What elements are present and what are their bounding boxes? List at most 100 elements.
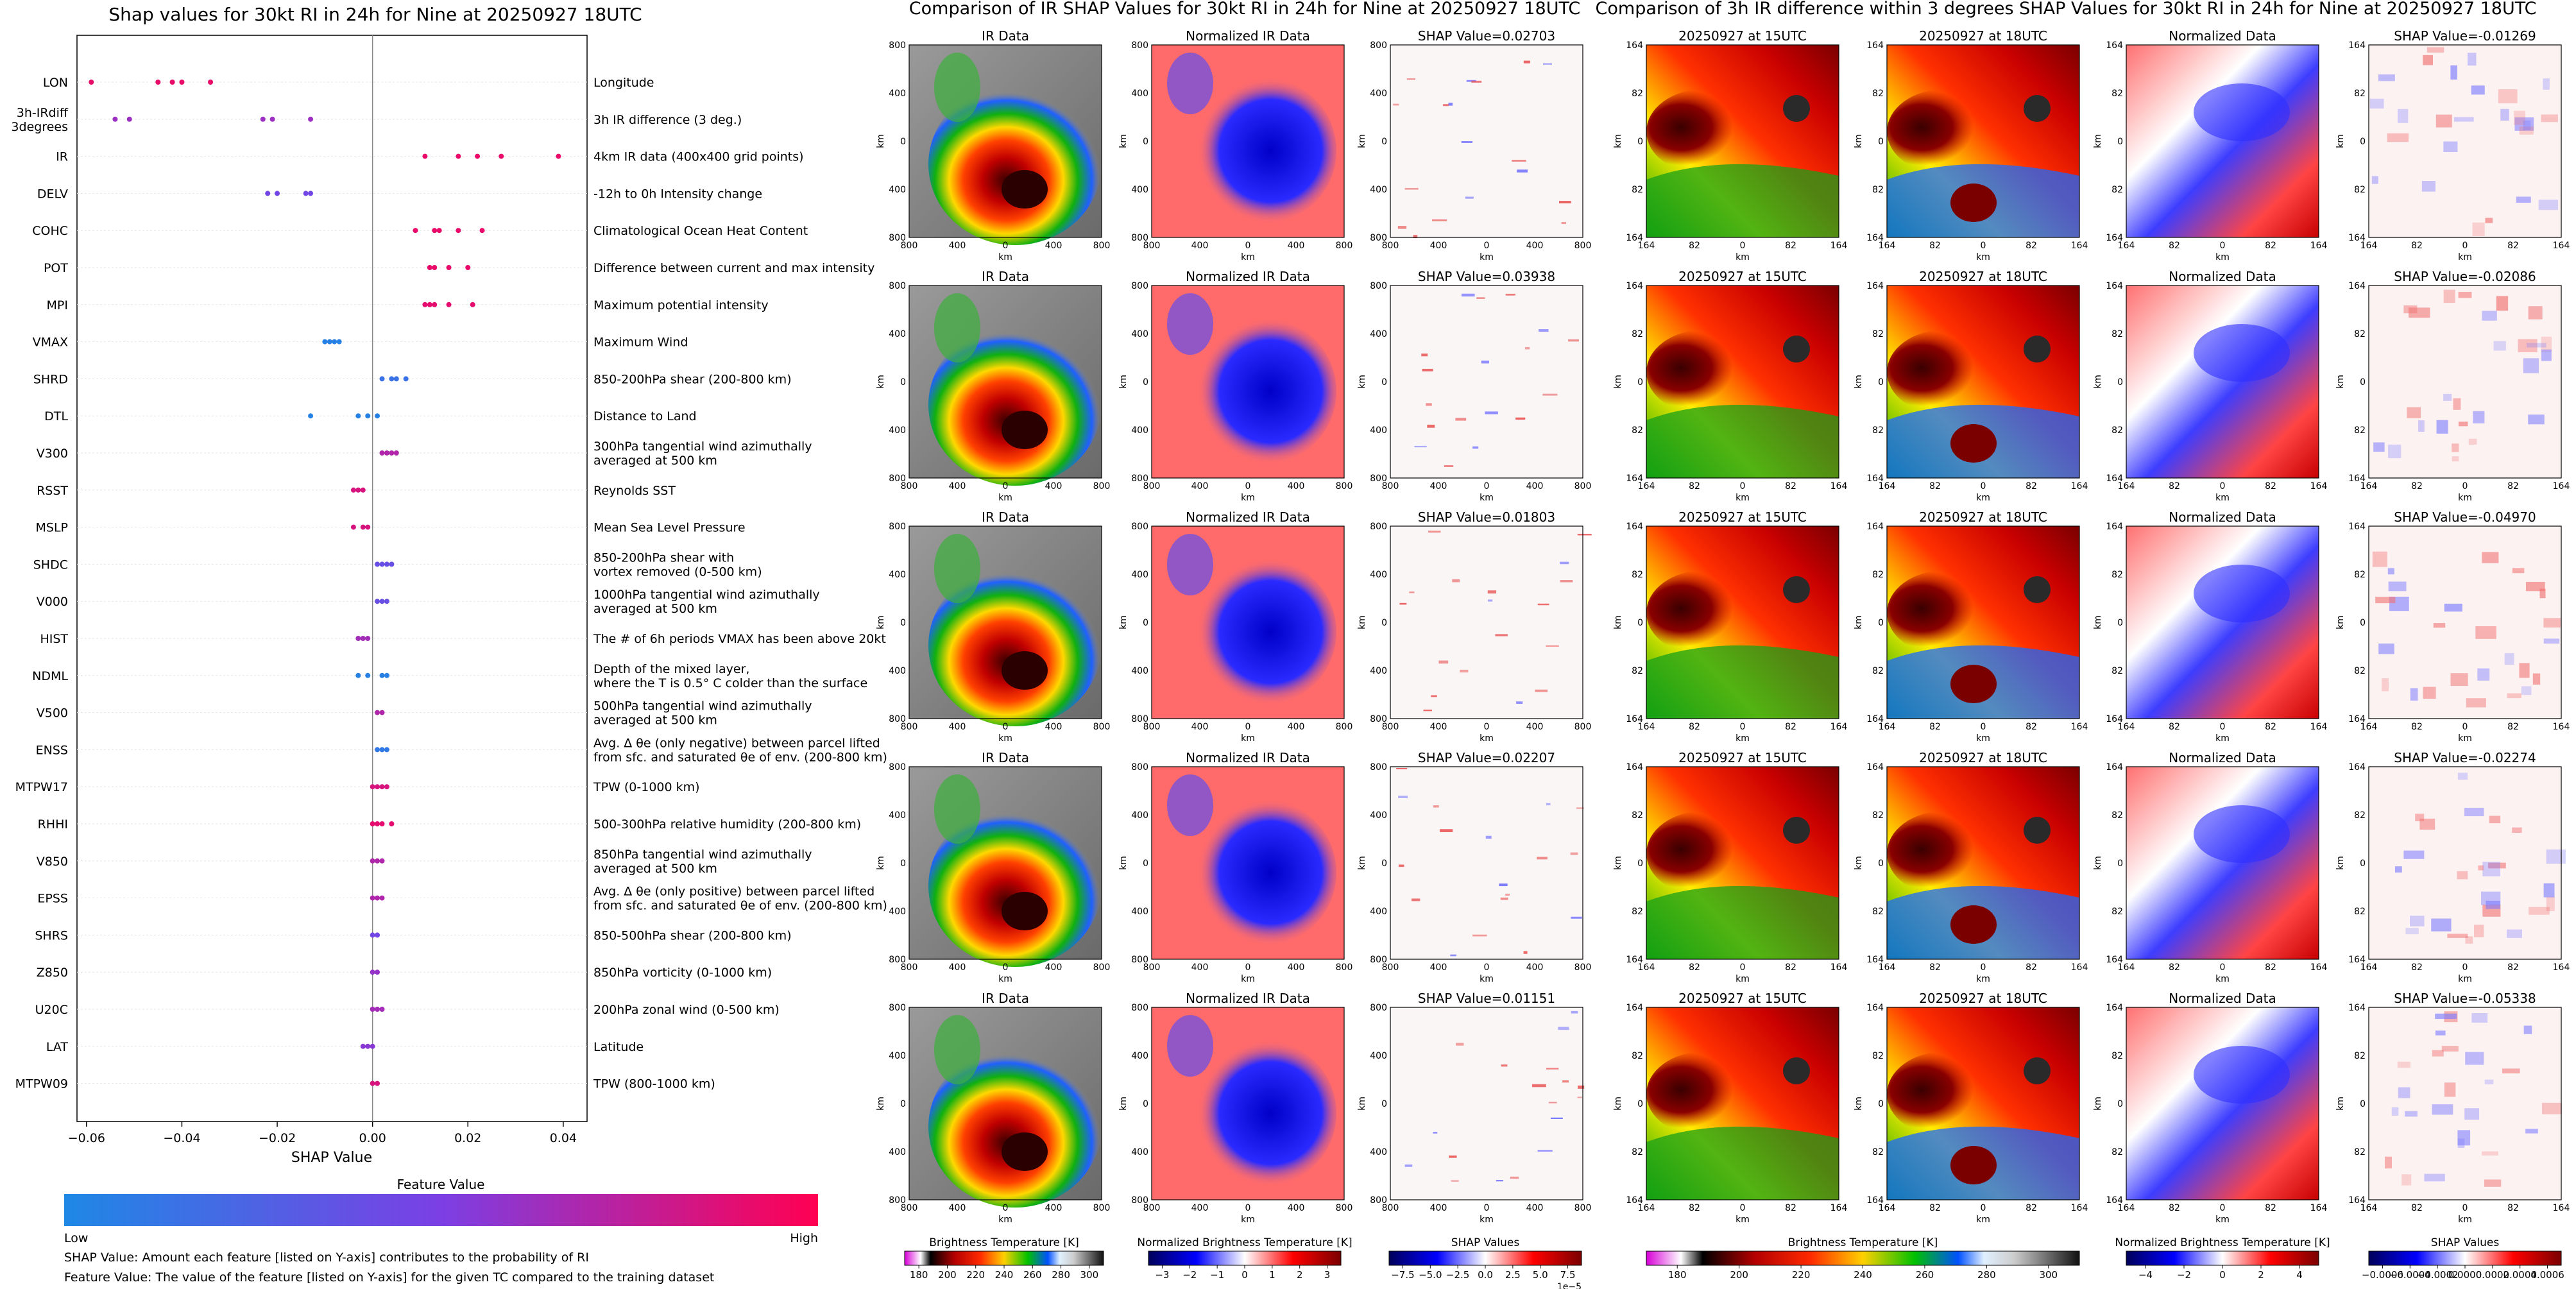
x-axis-label: km — [1976, 733, 1990, 744]
x-tick-label: 0 — [1484, 1203, 1490, 1213]
shap-patch — [1546, 1068, 1559, 1070]
y-tick-label: 82 — [1872, 810, 1884, 821]
feature-name-label: V300 — [37, 447, 68, 461]
shap-point — [375, 599, 380, 604]
warm-region — [1646, 885, 1839, 959]
shap-point — [179, 80, 185, 85]
panel-title: Normalized Data — [2169, 269, 2276, 284]
shap-patch — [1422, 368, 1433, 371]
y-tick-label: 400 — [1370, 185, 1387, 195]
shap-point — [436, 228, 442, 234]
y-tick-label: 800 — [889, 474, 906, 484]
x-tick-label: 82 — [2169, 241, 2180, 251]
shap-patch — [2482, 862, 2500, 876]
y-tick-label: 0 — [1143, 377, 1148, 388]
shap-point — [427, 302, 432, 307]
panel-frame — [2368, 525, 2562, 719]
x-axis-label: km — [2458, 974, 2472, 984]
x-axis-label: km — [1480, 252, 1494, 262]
cloud-band — [934, 293, 980, 363]
shap-patch — [2371, 176, 2378, 184]
y-tick-label: 82 — [2111, 185, 2123, 195]
shap-patch — [2409, 916, 2425, 926]
feature-name-label: U20C — [35, 1003, 68, 1017]
panel-title: SHAP Value=-0.02274 — [2394, 750, 2536, 765]
y-tick-label: 82 — [2354, 425, 2366, 436]
x-tick-label: 82 — [1929, 1203, 1941, 1213]
shap-patch — [1546, 803, 1551, 806]
panel-frame — [1886, 285, 2080, 479]
x-tick-label: 400 — [949, 722, 966, 732]
colorbar-tick-label: 0.0002 — [2476, 1269, 2510, 1281]
shap-patch — [1576, 807, 1584, 809]
storm-core — [1002, 892, 1048, 930]
colorbar-tick-label: −2 — [1182, 1269, 1197, 1281]
ir-row: IR Data80080040040000400400800800kmkmNor… — [876, 28, 1591, 262]
feature-description-label: averaged at 500 km — [593, 713, 717, 728]
panel-title: 20250927 at 18UTC — [1919, 509, 2047, 525]
x-tick-label: 82 — [2411, 1203, 2423, 1213]
panel-frame — [1646, 285, 1839, 479]
y-tick-label: 0 — [1381, 1099, 1387, 1109]
convective-core — [1950, 184, 1997, 222]
y-tick-label: 400 — [889, 185, 906, 195]
storm-shape — [928, 83, 1102, 245]
panel-frame — [2126, 285, 2319, 479]
panel-title: 20250927 at 15UTC — [1678, 750, 1807, 765]
shap-patch — [2387, 133, 2409, 142]
feature-description-label: 4km IR data (400x400 grid points) — [593, 150, 804, 164]
panel-frame — [1151, 1007, 1345, 1200]
shap-patch — [1512, 160, 1526, 162]
feature-name-label: LON — [43, 76, 68, 90]
colorbar-tick-label: −0.0006 — [2362, 1269, 2403, 1281]
x-tick-label: 800 — [1574, 722, 1592, 732]
panel-frame — [1390, 285, 1583, 479]
x-tick-label: 400 — [1045, 962, 1062, 973]
x-tick-label: 82 — [2507, 1203, 2519, 1213]
y-tick-label: 0 — [2360, 858, 2366, 869]
shap-point — [350, 524, 356, 530]
x-tick-label: 800 — [1093, 241, 1111, 251]
x-tick-label: 164 — [2553, 241, 2570, 251]
x-tick-label: 0 — [1740, 962, 1746, 973]
y-tick-label: 164 — [2348, 522, 2366, 532]
feature-description-label: Avg. Δ θe (only positive) between parcel… — [593, 885, 874, 899]
y-tick-label: 164 — [2348, 714, 2366, 724]
x-axis-label: km — [998, 733, 1012, 744]
shap-patch — [2465, 1052, 2484, 1065]
y-tick-label: 400 — [889, 89, 906, 99]
shap-patch — [2435, 1013, 2457, 1020]
shap-patch — [2453, 117, 2474, 122]
feature-description-label: 500-300hPa relative humidity (200-800 km… — [593, 817, 861, 832]
shap-patch — [2541, 349, 2552, 361]
shap-patch — [2431, 918, 2452, 932]
x-tick-label: 164 — [1879, 722, 1896, 732]
y-tick-label: 400 — [1370, 425, 1387, 436]
shap-patch — [2419, 818, 2435, 830]
shap-patch — [2378, 74, 2395, 81]
y-axis-label: km — [1357, 134, 1367, 148]
y-tick-label: 82 — [2111, 810, 2123, 821]
feature-description-label: Difference between current and max inten… — [593, 261, 874, 275]
colorbar-tick-label: −7.5 — [1391, 1269, 1414, 1281]
convective-core — [1950, 665, 1997, 703]
y-tick-label: 0 — [1637, 618, 1643, 628]
panel-frame — [1390, 766, 1583, 960]
feature-name-label: COHC — [32, 224, 68, 238]
x-axis-label: km — [2215, 974, 2230, 984]
x-tick-label: 82 — [1689, 962, 1700, 973]
feature-descriptions: Longitude 3h IR difference (3 deg.) 4km IR… — [593, 76, 887, 1091]
y-tick-label: 164 — [1626, 1195, 1643, 1206]
panel-frame — [2368, 1007, 2562, 1200]
panel-frame — [1646, 766, 1839, 960]
shap-patch — [2424, 1174, 2445, 1182]
x-axis-label: km — [2215, 252, 2230, 262]
feature-name-label: IR — [56, 150, 68, 164]
feature-description-label: Distance to Land — [593, 409, 697, 423]
feature-description-label: TPW (800-1000 km) — [593, 1077, 715, 1091]
diff-row: 20250927 at 15UTC1641648282008282164164k… — [1613, 28, 2570, 262]
shap-patch — [1440, 829, 1453, 832]
colorbar-tick-label: −5.0 — [1419, 1269, 1442, 1281]
y-axis-label: km — [2093, 615, 2103, 629]
